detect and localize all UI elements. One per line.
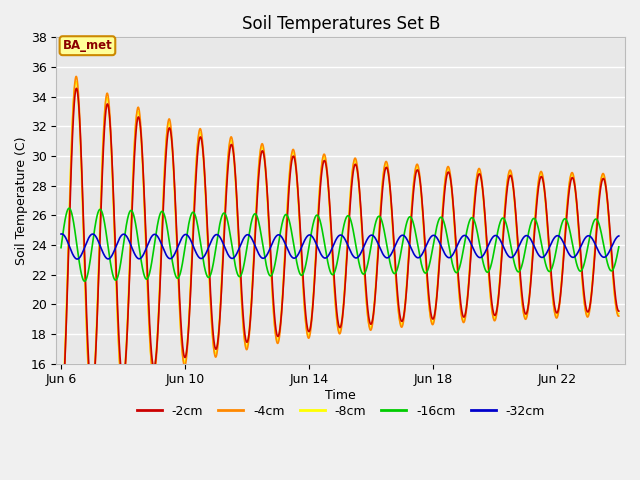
Title: Soil Temperatures Set B: Soil Temperatures Set B [241,15,440,33]
Y-axis label: Soil Temperature (C): Soil Temperature (C) [15,136,28,265]
Legend: -2cm, -4cm, -8cm, -16cm, -32cm: -2cm, -4cm, -8cm, -16cm, -32cm [131,400,550,423]
Text: BA_met: BA_met [63,39,113,52]
X-axis label: Time: Time [325,389,356,402]
